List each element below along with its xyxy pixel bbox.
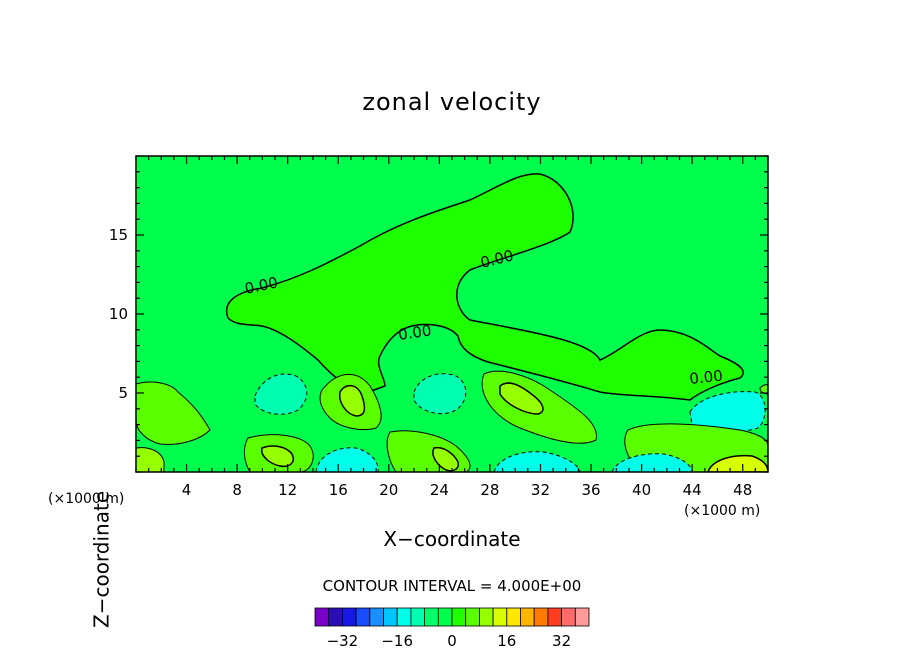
y-tick-label: 5 [118, 384, 128, 402]
colorbar-swatch [478, 607, 494, 627]
band-bottom-center-pos-core [261, 445, 294, 468]
contour-label-3: 0.00 [397, 321, 433, 343]
x-tick-label: 24 [430, 481, 449, 499]
colorbar-swatch [533, 607, 549, 627]
axis-ticks [135, 155, 769, 473]
colorbar-tick-label: 16 [497, 632, 516, 650]
colorbar-swatch [424, 607, 439, 627]
colorbar-swatch [437, 607, 453, 627]
colorbar-tick-label: 32 [552, 632, 571, 650]
x-tick-label: 16 [329, 481, 348, 499]
contour-labels: 0.00 0.00 0.00 0.00 [243, 246, 724, 388]
x-tick-label: 4 [182, 481, 192, 499]
colorbar-swatch [341, 607, 357, 627]
x-tick-label: 36 [581, 481, 600, 499]
x-tick-label: 48 [733, 481, 752, 499]
x-tick-label: 44 [683, 481, 702, 499]
band-positive-2 [338, 384, 366, 417]
y-tick-label: 15 [109, 226, 128, 244]
band-negative-1 [254, 373, 308, 415]
contour-field [136, 156, 768, 472]
colorbar-swatch [396, 607, 412, 627]
band-bottom-left [136, 447, 165, 472]
colorbar-tick-label: 0 [447, 632, 457, 650]
contour-label-4: 0.00 [689, 367, 724, 388]
colorbar-swatch [492, 607, 508, 627]
x-tick-label: 8 [232, 481, 242, 499]
colorbar-swatch [383, 607, 398, 627]
x-tick-label: 28 [480, 481, 499, 499]
colorbar-swatch [520, 607, 535, 627]
x-tick-label: 20 [379, 481, 398, 499]
colorbar-swatch [369, 607, 384, 627]
x-tick-label: 32 [531, 481, 550, 499]
colorbar-swatch [314, 607, 330, 627]
x-unit-right: (×1000 m) [684, 503, 761, 519]
colorbar-labels: −32 −16 0 16 32 [327, 632, 572, 650]
x-axis-label: X−coordinate [383, 527, 521, 551]
x-tick-label: 40 [632, 481, 651, 499]
band-light [136, 381, 211, 445]
colorbar-swatch [574, 607, 590, 627]
colorbar-swatch [506, 607, 521, 627]
band-bottom-neg-1 [315, 447, 379, 472]
band-negative-2 [413, 373, 467, 415]
colorbar-swatch [547, 607, 563, 627]
zero-contour-region [225, 173, 744, 401]
x-unit-left: (×1000 m) [48, 491, 125, 507]
y-tick-label: 10 [109, 305, 128, 323]
colorbar-swatch [561, 607, 576, 627]
colorbar [314, 607, 590, 627]
colorbar-tick-label: −32 [327, 632, 359, 650]
colorbar-swatch [355, 607, 371, 627]
band-right-edge [759, 384, 768, 395]
colorbar-tick-label: −16 [381, 632, 413, 650]
colorbar-swatch [451, 607, 467, 627]
y-axis-label: Z−coordinate [89, 490, 114, 628]
band-positive-4 [499, 382, 544, 415]
colorbar-swatch [465, 607, 480, 627]
band-bottom-neg-2 [493, 451, 581, 472]
x-tick-label: 12 [278, 481, 297, 499]
band-bottom-neg-3 [611, 453, 693, 472]
colorbar-swatch [328, 607, 343, 627]
colorbar-swatch [410, 607, 425, 627]
contour-interval-label: CONTOUR INTERVAL = 4.000E+00 [322, 577, 582, 595]
chart-title: zonal velocity [362, 88, 542, 116]
